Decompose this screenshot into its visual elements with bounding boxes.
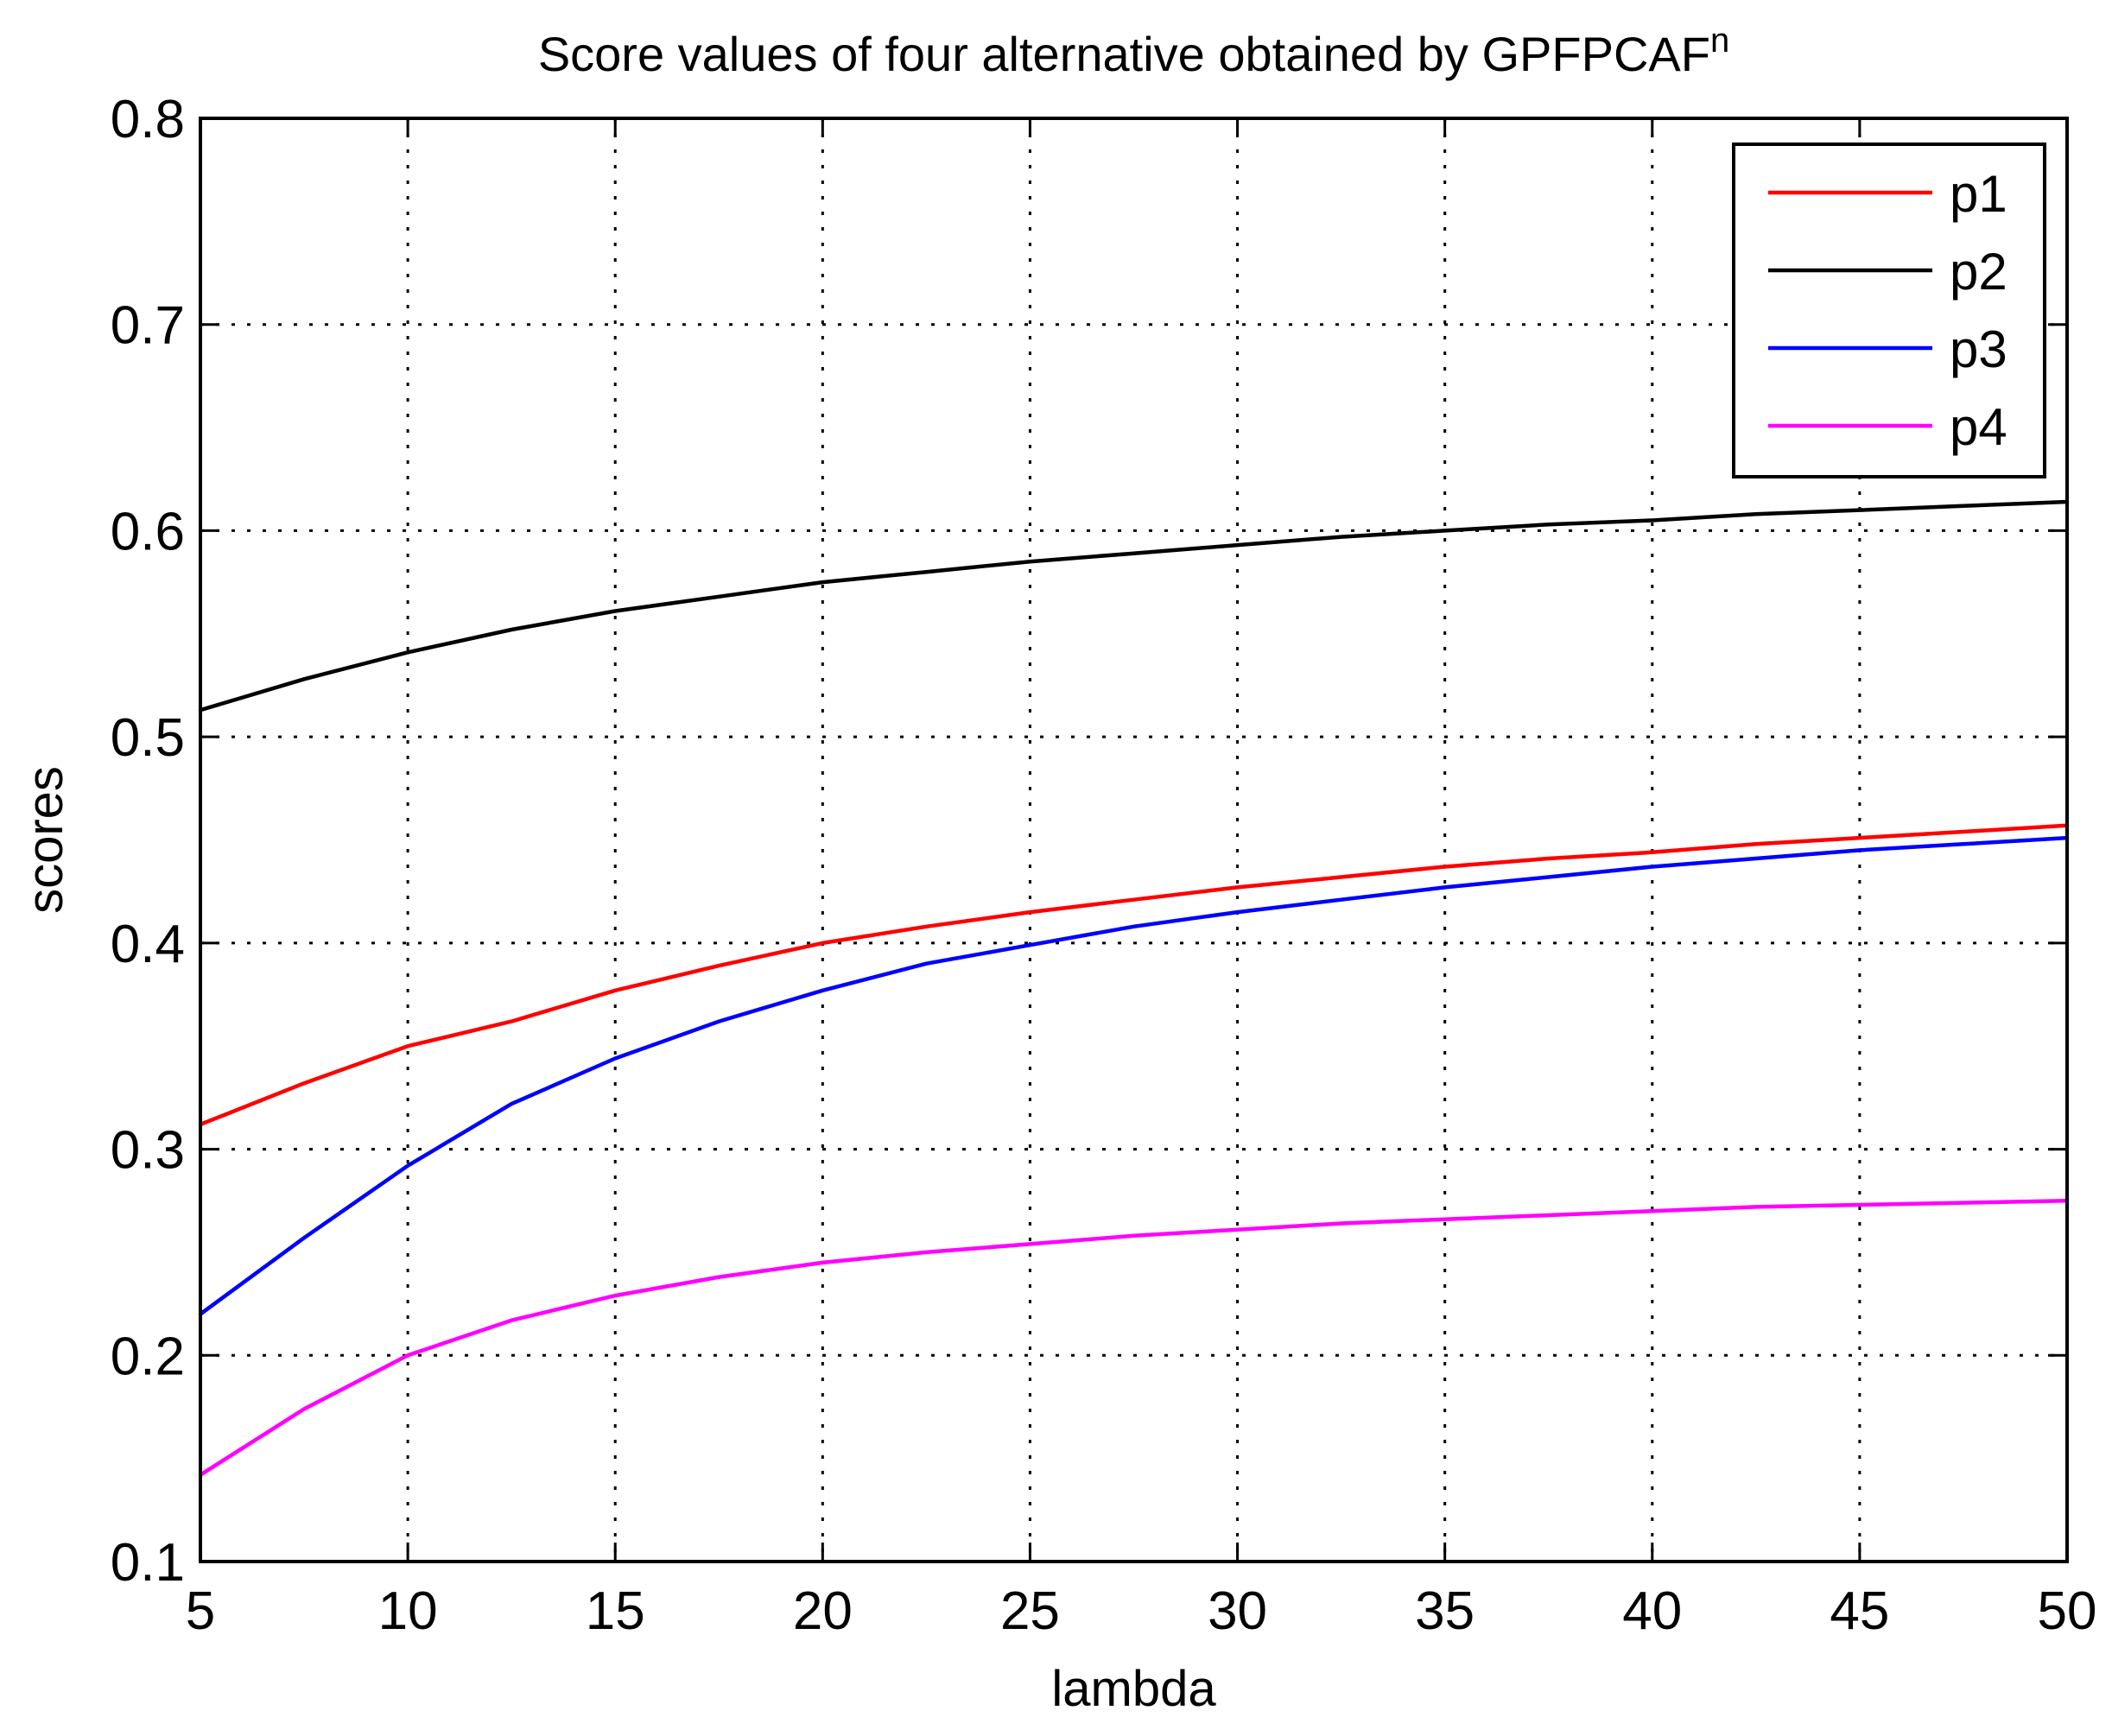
y-tick-label: 0.4 — [111, 915, 185, 974]
x-tick-label: 45 — [1830, 1581, 1889, 1641]
legend-box — [1732, 143, 2046, 478]
x-tick-label: 15 — [586, 1581, 645, 1641]
legend-label-p2: p2 — [1950, 243, 2007, 301]
x-tick-label: 50 — [2038, 1581, 2097, 1641]
x-tick-label: 40 — [1622, 1581, 1682, 1641]
y-tick-label: 0.1 — [111, 1533, 185, 1593]
y-axis-label: scores — [17, 766, 73, 914]
x-tick-label: 35 — [1415, 1581, 1475, 1641]
legend: p1 p2 p3 p4 — [1732, 143, 2046, 478]
series-line-p2 — [198, 499, 2070, 713]
chart-title-main: Score values of four alternative obtaine… — [538, 27, 1710, 81]
y-tick-label: 0.8 — [111, 90, 185, 149]
series-lines — [198, 499, 2070, 1477]
x-tick-labels: 5 10 15 20 25 30 35 40 45 50 — [186, 1581, 2097, 1641]
y-tick-labels: 0.1 0.2 0.3 0.4 0.5 0.6 0.7 0.8 — [111, 90, 185, 1593]
legend-label-p1: p1 — [1950, 165, 2007, 223]
y-tick-label: 0.3 — [111, 1121, 185, 1181]
y-tick-label: 0.5 — [111, 708, 185, 768]
x-tick-label: 5 — [186, 1581, 215, 1641]
x-tick-label: 25 — [1000, 1581, 1060, 1641]
chart-title: Score values of four alternative obtaine… — [538, 22, 1729, 81]
axis-ticks — [199, 117, 2069, 1563]
x-tick-label: 30 — [1208, 1581, 1267, 1641]
chart-title-superscript: n — [1710, 22, 1729, 60]
y-tick-label: 0.2 — [111, 1327, 185, 1386]
plot-area-frame — [199, 117, 2069, 1563]
y-tick-label: 0.7 — [111, 296, 185, 356]
series-line-p3 — [198, 835, 2070, 1316]
series-line-p4 — [198, 1199, 2070, 1477]
x-tick-label: 20 — [793, 1581, 853, 1641]
legend-label-p4: p4 — [1950, 398, 2007, 456]
legend-label-p3: p3 — [1950, 320, 2007, 378]
series-line-p1 — [198, 823, 2070, 1127]
x-axis-label: lambda — [1051, 1661, 1216, 1717]
x-tick-label: 10 — [378, 1581, 438, 1641]
y-tick-label: 0.6 — [111, 502, 185, 561]
